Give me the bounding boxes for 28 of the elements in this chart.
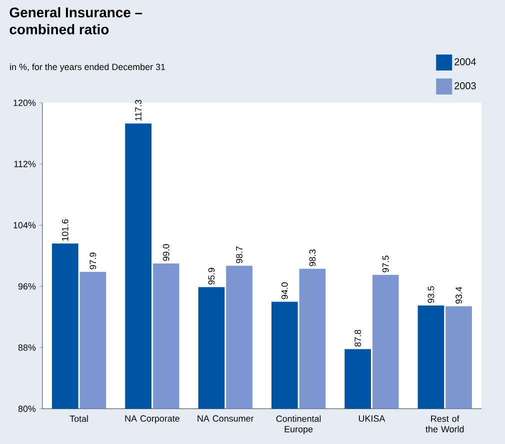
y-tick-label: 104% — [14, 222, 36, 228]
chart-title: General Insurance – combined ratio — [10, 7, 142, 34]
data-label: 93.4 — [456, 286, 462, 304]
data-label: 87.8 — [354, 330, 361, 347]
data-label: 94.0 — [281, 282, 288, 300]
data-label: 117.3 — [135, 100, 142, 121]
data-label: 97.9 — [90, 252, 96, 270]
y-tick-label: 80% — [18, 406, 36, 412]
legend-label: 2004 — [454, 58, 476, 66]
data-label: 95.9 — [208, 268, 215, 285]
y-tick-label: 88% — [18, 344, 36, 351]
data-label: 93.5 — [428, 286, 434, 303]
data-label: 98.7 — [236, 246, 242, 264]
y-tick-label: 112% — [14, 160, 36, 168]
data-label: 98.3 — [309, 250, 316, 266]
data-label: 97.5 — [382, 256, 389, 272]
x-tick-label: UKISA — [358, 415, 386, 422]
data-label: 99.0 — [162, 244, 170, 261]
chart-subtitle: in %, for the years ended December 31 — [10, 64, 166, 72]
x-tick-label: NA Consumer — [198, 415, 254, 422]
y-tick-label: 120% — [14, 100, 36, 106]
x-tick-label: Continental Europe — [276, 415, 321, 434]
x-tick-label: Rest of the World — [426, 415, 464, 432]
x-tick-label: NA Corporate — [125, 415, 180, 424]
legend-label: 2003 — [454, 82, 476, 90]
x-tick-label: Total — [70, 415, 88, 422]
data-label: 101.6 — [62, 219, 68, 241]
y-tick-label: 96% — [18, 283, 36, 290]
